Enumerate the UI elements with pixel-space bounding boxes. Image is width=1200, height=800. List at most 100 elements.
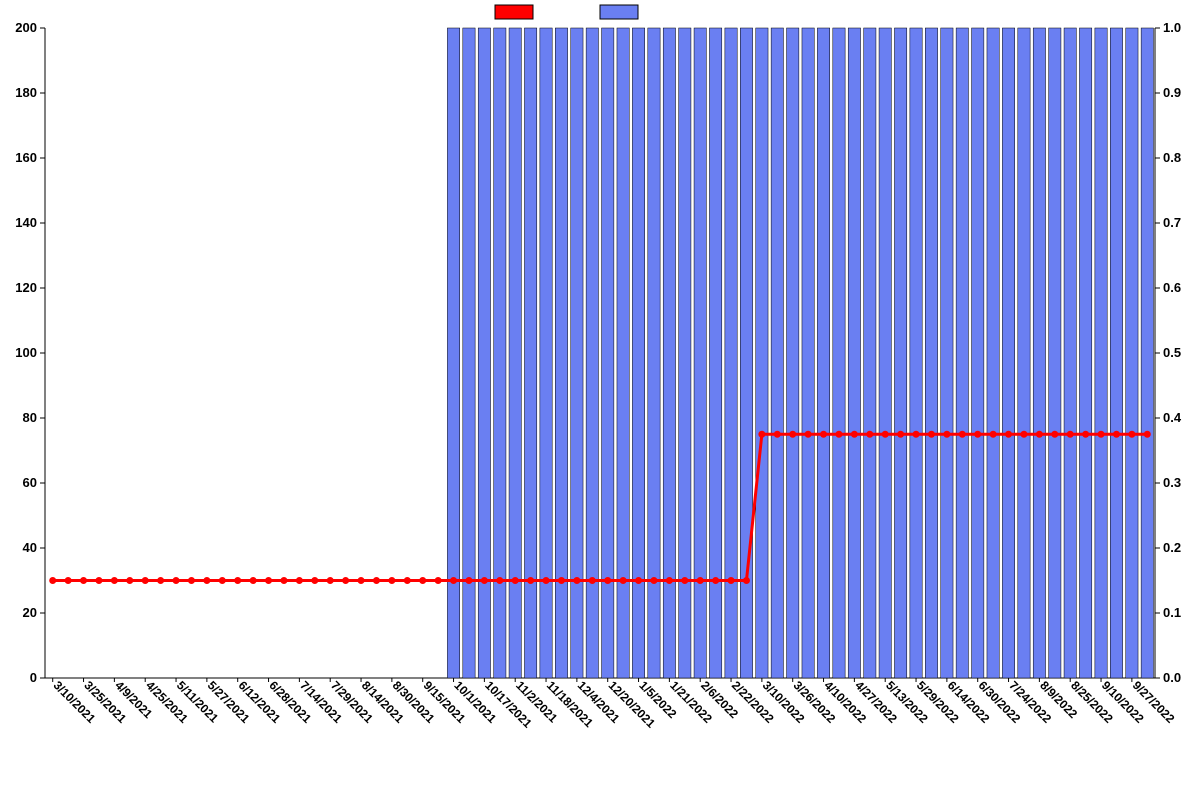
line-marker	[620, 577, 627, 584]
line-marker	[650, 577, 657, 584]
line-marker	[1067, 431, 1074, 438]
line-marker	[589, 577, 596, 584]
line-marker	[126, 577, 133, 584]
bar	[1018, 28, 1030, 678]
line-marker	[188, 577, 195, 584]
line-marker	[373, 577, 380, 584]
line-marker	[1051, 431, 1058, 438]
line-marker	[95, 577, 102, 584]
bar	[879, 28, 891, 678]
line-marker	[111, 577, 118, 584]
bar	[1110, 28, 1122, 678]
line-marker	[296, 577, 303, 584]
line-marker	[512, 577, 519, 584]
chart-container: 0204060801001201401601802000.00.10.20.30…	[0, 0, 1200, 800]
line-marker	[820, 431, 827, 438]
ytick-left-label: 60	[23, 475, 37, 490]
bar	[972, 28, 984, 678]
line-marker	[527, 577, 534, 584]
line-marker	[681, 577, 688, 584]
line-marker	[1005, 431, 1012, 438]
line-marker	[1036, 431, 1043, 438]
bar	[1126, 28, 1138, 678]
line-marker	[1082, 431, 1089, 438]
line-marker	[342, 577, 349, 584]
line-marker	[774, 431, 781, 438]
line-marker	[728, 577, 735, 584]
line-marker	[835, 431, 842, 438]
ytick-right-label: 0.6	[1163, 280, 1181, 295]
line-marker	[1098, 431, 1105, 438]
line-marker	[234, 577, 241, 584]
line-marker	[80, 577, 87, 584]
line-marker	[882, 431, 889, 438]
line-marker	[758, 431, 765, 438]
line-marker	[943, 431, 950, 438]
line-marker	[203, 577, 210, 584]
line-marker	[990, 431, 997, 438]
line-marker	[851, 431, 858, 438]
line-marker	[49, 577, 56, 584]
line-marker	[404, 577, 411, 584]
bar	[1049, 28, 1061, 678]
line-marker	[635, 577, 642, 584]
bar	[1064, 28, 1076, 678]
ytick-left-label: 40	[23, 540, 37, 555]
legend-swatch	[495, 5, 533, 19]
ytick-right-label: 0.5	[1163, 345, 1181, 360]
ytick-left-label: 160	[15, 150, 37, 165]
ytick-left-label: 80	[23, 410, 37, 425]
line-marker	[435, 577, 442, 584]
line-marker	[543, 577, 550, 584]
line-marker	[142, 577, 149, 584]
line-marker	[697, 577, 704, 584]
line-marker	[311, 577, 318, 584]
bar	[1095, 28, 1107, 678]
line-marker	[173, 577, 180, 584]
bar	[987, 28, 999, 678]
chart-svg: 0204060801001201401601802000.00.10.20.30…	[0, 0, 1200, 800]
legend-swatch	[600, 5, 638, 19]
line-marker	[789, 431, 796, 438]
ytick-left-label: 200	[15, 20, 37, 35]
ytick-right-label: 0.9	[1163, 85, 1181, 100]
line-marker	[866, 431, 873, 438]
line-marker	[65, 577, 72, 584]
bar	[956, 28, 968, 678]
line-marker	[219, 577, 226, 584]
ytick-right-label: 0.1	[1163, 605, 1181, 620]
ytick-right-label: 0.4	[1163, 410, 1182, 425]
bar	[1079, 28, 1091, 678]
bar	[756, 28, 768, 678]
bar	[894, 28, 906, 678]
line-marker	[604, 577, 611, 584]
line-marker	[280, 577, 287, 584]
line-marker	[712, 577, 719, 584]
line-marker	[897, 431, 904, 438]
line-marker	[465, 577, 472, 584]
ytick-right-label: 0.2	[1163, 540, 1181, 555]
line-marker	[1020, 431, 1027, 438]
bar	[817, 28, 829, 678]
line-marker	[805, 431, 812, 438]
line-marker	[250, 577, 257, 584]
line-marker	[358, 577, 365, 584]
ytick-left-label: 140	[15, 215, 37, 230]
bar	[941, 28, 953, 678]
bar	[848, 28, 860, 678]
bar	[802, 28, 814, 678]
bar	[1141, 28, 1153, 678]
line-marker	[1113, 431, 1120, 438]
bar	[910, 28, 922, 678]
line-marker	[558, 577, 565, 584]
line-marker	[419, 577, 426, 584]
ytick-left-label: 100	[15, 345, 37, 360]
ytick-right-label: 1.0	[1163, 20, 1181, 35]
bar	[1002, 28, 1014, 678]
ytick-right-label: 0.8	[1163, 150, 1181, 165]
ytick-left-label: 20	[23, 605, 37, 620]
line-marker	[1144, 431, 1151, 438]
ytick-right-label: 0.0	[1163, 670, 1181, 685]
bar	[833, 28, 845, 678]
line-marker	[666, 577, 673, 584]
